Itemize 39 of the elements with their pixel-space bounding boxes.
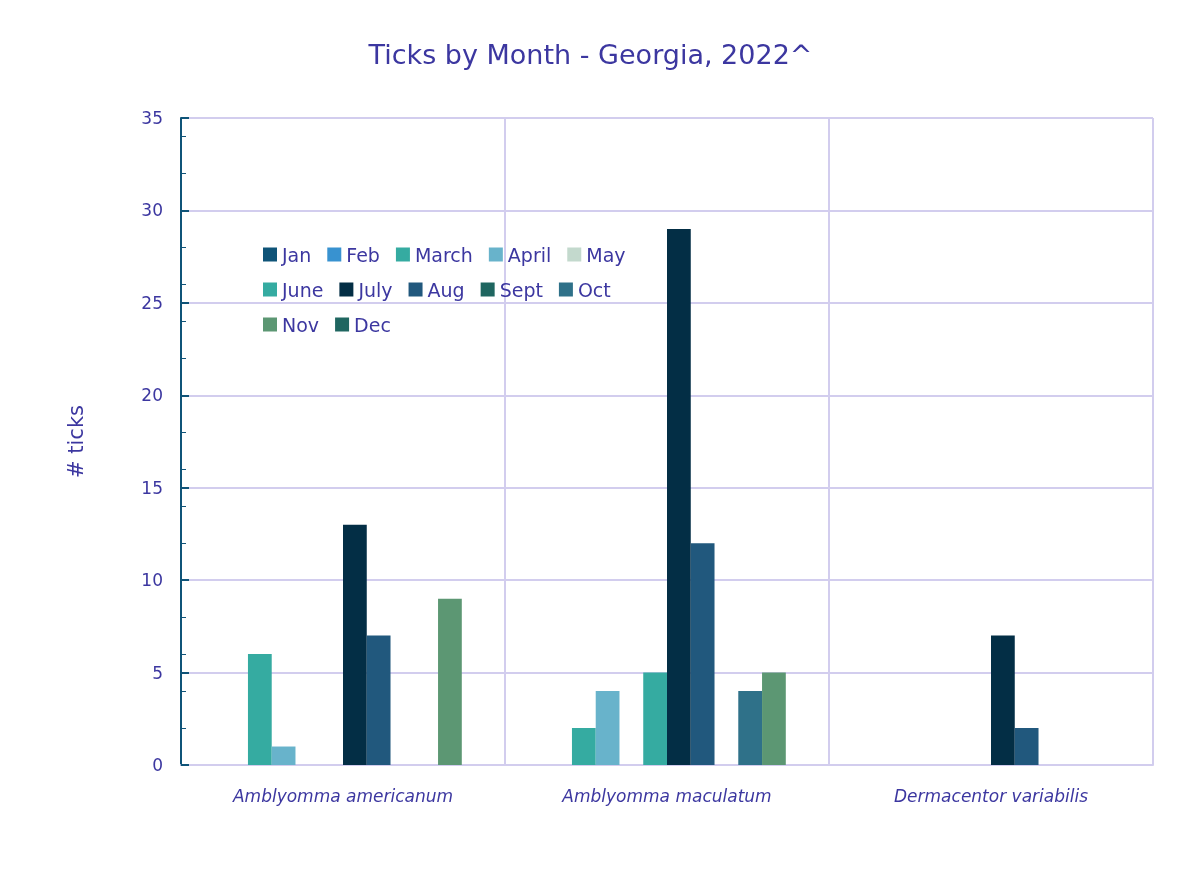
y-tick-label: 10 bbox=[141, 570, 163, 591]
bar bbox=[271, 746, 296, 765]
legend-label: March bbox=[414, 243, 473, 266]
bar bbox=[366, 635, 391, 765]
y-tick-label: 20 bbox=[141, 385, 163, 406]
bar bbox=[667, 228, 691, 765]
legend-label: Oct bbox=[577, 278, 611, 301]
y-tick-label: 30 bbox=[141, 200, 163, 221]
legend-label: May bbox=[586, 243, 626, 266]
bar bbox=[1014, 728, 1039, 765]
chart-title: Ticks by Month - Georgia, 2022^ bbox=[367, 39, 813, 70]
y-tick-label: 5 bbox=[152, 662, 163, 683]
bar bbox=[643, 672, 667, 765]
x-tick-label: Dermacentor variabilis bbox=[894, 785, 1089, 806]
x-tick-label: Amblyomma americanum bbox=[231, 785, 454, 806]
y-tick-label: 35 bbox=[141, 108, 163, 128]
legend-label: June bbox=[281, 278, 324, 301]
bar bbox=[991, 635, 1015, 765]
y-axis-title: # ticks bbox=[63, 405, 88, 478]
legend-label: April bbox=[507, 243, 552, 266]
y-tick-label: 0 bbox=[152, 755, 163, 775]
legend-label: Aug bbox=[427, 278, 465, 301]
legend-label: Feb bbox=[346, 243, 380, 266]
y-tick-label: 15 bbox=[141, 477, 163, 498]
legend-label: July bbox=[357, 278, 393, 301]
bar bbox=[247, 654, 272, 765]
legend-label: Dec bbox=[354, 313, 391, 336]
bar bbox=[690, 543, 715, 765]
bar bbox=[762, 672, 786, 765]
bar bbox=[738, 691, 763, 765]
y-tick-label: 25 bbox=[141, 292, 163, 313]
legend-label: Nov bbox=[282, 313, 320, 336]
bar bbox=[571, 728, 596, 765]
bar bbox=[595, 691, 620, 765]
legend-label: Jan bbox=[281, 243, 312, 266]
bar bbox=[438, 598, 462, 765]
legend-label: Sept bbox=[499, 278, 543, 301]
bar bbox=[343, 524, 367, 765]
x-tick-label: Amblyomma maculatum bbox=[561, 785, 772, 806]
